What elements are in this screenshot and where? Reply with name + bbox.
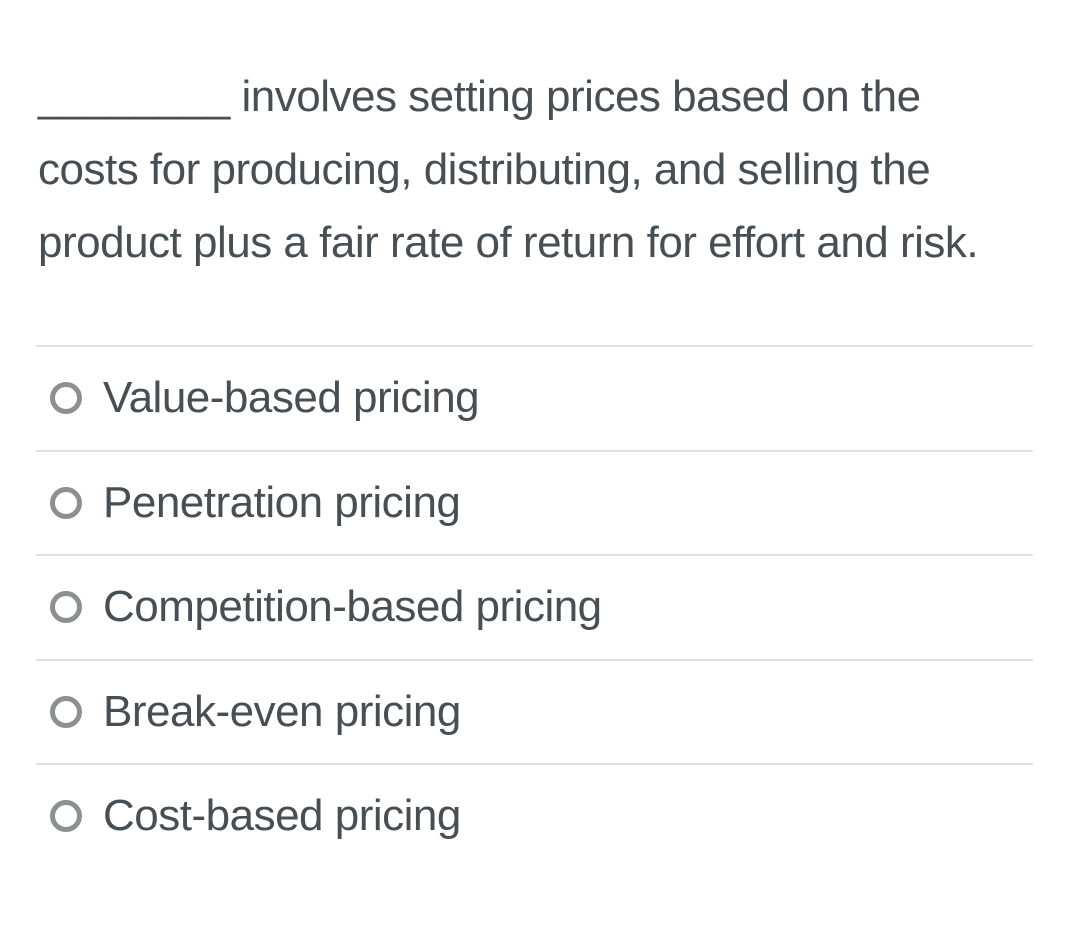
question-text: ________ involves setting prices based o…	[38, 72, 979, 267]
answer-option-label[interactable]: Break-even pricing	[103, 686, 461, 736]
answer-option-label[interactable]: Cost-based pricing	[103, 791, 461, 841]
answer-option-row[interactable]: Value-based pricing	[36, 345, 1033, 450]
answer-option-label[interactable]: Value-based pricing	[103, 373, 480, 423]
radio-button-icon[interactable]	[50, 591, 82, 624]
radio-button-icon[interactable]	[50, 800, 82, 833]
answer-option-row[interactable]: Penetration pricing	[36, 449, 1033, 554]
radio-button-icon[interactable]	[50, 695, 82, 728]
answer-option-row[interactable]: Cost-based pricing	[36, 763, 1033, 868]
answer-option-label[interactable]: Penetration pricing	[103, 477, 461, 527]
answer-option-label[interactable]: Competition-based pricing	[103, 582, 602, 632]
radio-button-icon[interactable]	[50, 486, 82, 519]
answer-option-row[interactable]: Competition-based pricing	[36, 554, 1033, 659]
radio-button-icon[interactable]	[50, 382, 82, 415]
answer-option-row[interactable]: Break-even pricing	[36, 658, 1033, 763]
answer-options-list: Value-based pricing Penetration pricing …	[36, 345, 1033, 868]
